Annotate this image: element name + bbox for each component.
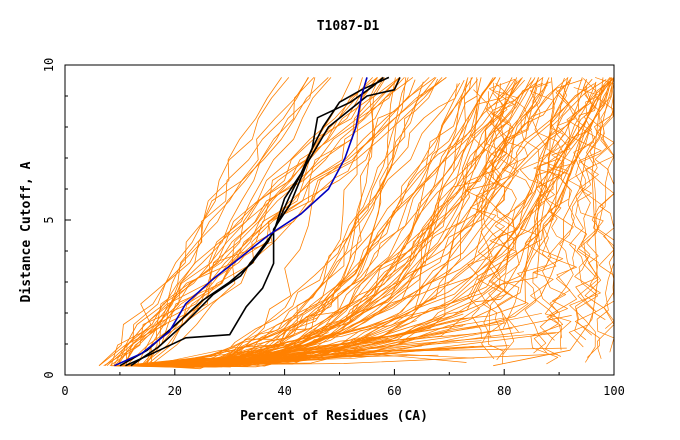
background-model-curve	[141, 77, 414, 367]
background-model-curve	[163, 79, 572, 367]
background-zigzag-curve	[465, 89, 497, 339]
blue-model	[114, 77, 368, 367]
background-model-curve	[182, 77, 482, 367]
background-flat-curve	[179, 317, 470, 367]
background-outlier-curve	[493, 77, 604, 367]
background-model-curve	[125, 77, 309, 366]
background-zigzag-curve	[571, 87, 602, 341]
background-model-curve	[178, 79, 416, 367]
background-zigzag-curve	[475, 91, 505, 338]
background-model-curve	[114, 77, 290, 366]
background-model-curve	[106, 77, 378, 367]
background-zigzag-curve	[575, 78, 608, 336]
background-zigzag-curve	[544, 85, 575, 357]
background-zigzag-curve	[487, 78, 519, 364]
y-tick-label: 10	[42, 58, 56, 72]
background-flat-curve	[151, 317, 507, 367]
background-model-curve	[140, 77, 332, 366]
background-flat-curve	[186, 331, 524, 367]
background-zigzag-curve	[530, 80, 564, 354]
background-model-curve	[104, 77, 373, 366]
y-tick-label: 5	[42, 216, 56, 223]
background-flat-curve	[153, 351, 301, 367]
y-axis-label: Distance Cutoff, A	[19, 161, 34, 302]
x-tick-label: 60	[387, 384, 401, 398]
x-tick-label: 20	[168, 384, 182, 398]
background-zigzag-curve	[547, 81, 578, 351]
x-axis-label: Percent of Residues (CA)	[240, 409, 428, 424]
background-model-curve	[122, 79, 516, 367]
highlight-series	[114, 76, 401, 367]
black-model-3	[119, 76, 384, 367]
background-flat-curve	[133, 319, 290, 367]
background-model-curve	[157, 81, 552, 367]
background-model-curve	[116, 77, 615, 368]
background-zigzag-curve	[596, 80, 615, 353]
background-zigzag-curve	[501, 79, 533, 333]
y-tick-label: 0	[42, 371, 56, 378]
background-zigzag-curve	[537, 92, 570, 341]
background-model-curve	[103, 77, 385, 367]
background-zigzag-curve	[584, 81, 615, 359]
background-model-curve	[150, 77, 378, 366]
axis-ticks: 0 20 40 60 80 100 0 5 10	[42, 58, 625, 398]
x-tick-label: 40	[277, 384, 291, 398]
chart-title: T1087-D1	[317, 19, 380, 34]
background-model-curve	[138, 77, 497, 367]
x-tick-label: 0	[61, 384, 68, 398]
background-flat-curve	[173, 343, 297, 367]
background-zigzag-curve	[529, 89, 564, 365]
black-model-2	[130, 76, 390, 367]
background-model-curve	[184, 78, 386, 367]
background-model-curve	[145, 81, 549, 367]
x-tick-label: 80	[497, 384, 511, 398]
background-model-curve	[157, 82, 461, 367]
background-model-curve	[125, 77, 407, 367]
background-zigzag-curve	[566, 78, 599, 348]
background-model-curve	[122, 77, 353, 366]
background-model-curve	[116, 77, 612, 367]
background-model-curve	[125, 77, 436, 366]
background-model-curve	[166, 79, 479, 367]
background-zigzag-curve	[569, 84, 602, 363]
background-model-curve	[140, 77, 409, 367]
background-flat-curve	[162, 354, 439, 367]
background-zigzag-curve	[491, 90, 519, 355]
background-zigzag-curve	[593, 82, 615, 320]
background-model-curve	[148, 79, 379, 370]
x-tick-label: 100	[603, 384, 625, 398]
background-model-curve	[113, 77, 316, 366]
background-flat-curve	[123, 331, 560, 367]
background-model-curve	[110, 77, 401, 366]
background-model-curve	[176, 81, 424, 367]
background-zigzag-curve	[481, 83, 510, 361]
background-flat-curve	[131, 340, 482, 367]
background-model-curve	[184, 78, 522, 367]
background-model-curve	[117, 77, 496, 369]
background-zigzag-curve	[488, 82, 520, 329]
background-zigzag-curve	[546, 88, 578, 339]
background-model-curve	[150, 77, 544, 367]
